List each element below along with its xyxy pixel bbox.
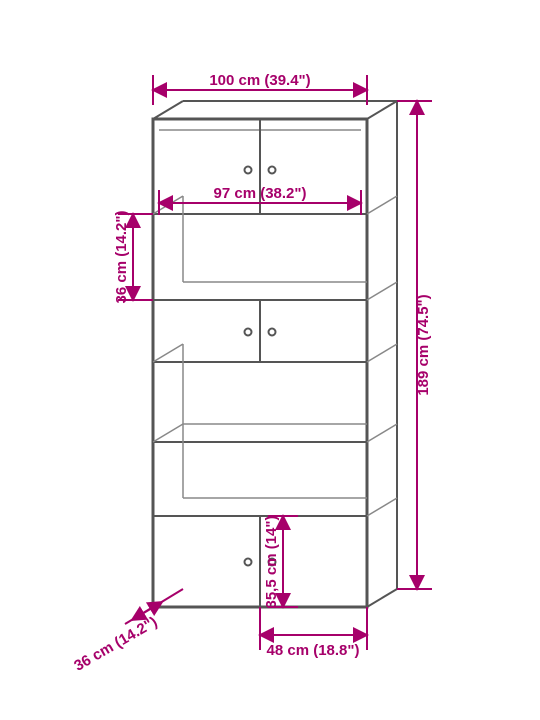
dim-door-width: 48 cm (18.8") [260,607,367,659]
label-door-width: 48 cm (18.8") [267,642,360,659]
label-door-height: 35,5 cm (14") [263,515,280,608]
furniture-dimension-diagram: 100 cm (39.4") 97 cm (38.2") 36 cm (14.2… [0,0,540,720]
dim-door-height: 35,5 cm (14") [263,515,298,608]
dim-depth: 36 cm (14.2") [71,589,183,675]
label-width-top: 100 cm (39.4") [209,72,310,89]
dim-total-height: 189 cm (74.5") [397,101,432,589]
dim-row-height: 36 cm (14.2") [113,210,153,303]
label-inner-width: 97 cm (38.2") [214,185,307,202]
label-depth: 36 cm (14.2") [71,613,160,674]
label-row-height: 36 cm (14.2") [113,210,130,303]
label-total-height: 189 cm (74.5") [415,294,432,395]
